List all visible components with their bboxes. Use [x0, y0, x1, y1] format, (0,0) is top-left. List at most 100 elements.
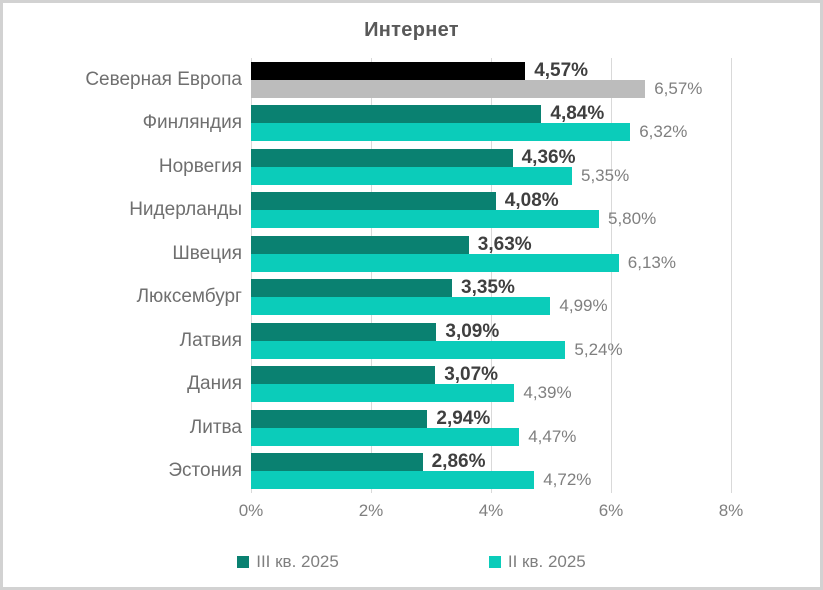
bar-series-1 — [251, 235, 469, 254]
bar-value-label: 4,72% — [543, 470, 592, 490]
category-label: Швеция — [172, 242, 242, 264]
bar-series-1 — [251, 453, 423, 472]
bar-value-label: 5,35% — [581, 165, 630, 185]
gridline — [491, 58, 492, 493]
bar-value-label: 4,36% — [521, 146, 576, 168]
legend: III кв. 2025 II кв. 2025 — [3, 552, 820, 572]
bar-line: 4,99% — [251, 296, 731, 316]
bar-value-label: 4,47% — [528, 426, 577, 446]
x-axis-tick: 8% — [718, 501, 744, 520]
bar-series-1 — [251, 279, 452, 298]
legend-marker-icon — [237, 556, 250, 568]
bar-value-label: 5,24% — [574, 339, 623, 359]
category-row: 4,57% 6,57% — [251, 58, 731, 102]
category-axis: Северная Европа Финляндия Норвегия Нидерлан… — [3, 58, 251, 493]
bar-series-2 — [251, 427, 520, 446]
category-label: Норвегия — [158, 155, 242, 177]
bar-line: 4,72% — [251, 470, 731, 490]
bar-line: 6,57% — [251, 78, 731, 98]
bar-series-1 — [251, 409, 428, 428]
category-row: 3,09% 5,24% — [251, 319, 731, 363]
legend-label: II кв. 2025 — [507, 552, 586, 571]
bar-series-1 — [251, 61, 526, 80]
bar-line: 5,80% — [251, 210, 731, 229]
gridline — [371, 58, 372, 493]
category-row: 2,86% 4,72% — [251, 450, 731, 494]
bar-series-1 — [251, 366, 436, 385]
bar-value-label: 4,08% — [504, 190, 559, 212]
bar-value-label: 3,63% — [477, 233, 532, 255]
x-axis-tick: 0% — [238, 501, 264, 520]
bar-line: 4,57% — [251, 59, 731, 81]
legend-item: II кв. 2025 — [488, 552, 586, 572]
category-label: Люксембург — [136, 286, 242, 308]
bar-value-label: 3,07% — [444, 364, 499, 386]
bar-value-label: 4,39% — [523, 383, 572, 403]
category-row: 2,94% 4,47% — [251, 406, 731, 450]
bar-value-label: 6,32% — [639, 122, 688, 142]
bar-line: 3,07% — [251, 364, 731, 386]
category-label: Литва — [189, 416, 242, 438]
gridline — [611, 58, 612, 493]
bar-line: 4,47% — [251, 426, 731, 446]
legend-marker-icon — [488, 556, 501, 568]
bar-series-2 — [251, 210, 599, 229]
plot-wrap: Северная Европа Финляндия Норвегия Нидерлан… — [3, 58, 732, 493]
x-axis-tick: 2% — [358, 501, 384, 520]
legend-label: III кв. 2025 — [256, 552, 339, 571]
gridline — [731, 58, 732, 493]
bar-value-label: 4,84% — [550, 103, 605, 125]
bar-rows: 4,57% 6,57% 4,84% 6,32% 4,36% 5,35% 4,08% 5,80%… — [251, 58, 731, 493]
category-label: Эстония — [168, 460, 242, 482]
bar-series-2 — [251, 123, 631, 142]
bar-line: 2,86% — [251, 452, 731, 472]
bar-line: 6,32% — [251, 122, 731, 142]
gridline — [251, 58, 252, 493]
bar-series-2 — [251, 166, 572, 185]
category-label: Дания — [187, 373, 242, 395]
category-label: Латвия — [179, 329, 242, 351]
bar-series-2 — [251, 471, 535, 490]
bar-value-label: 4,99% — [559, 296, 608, 316]
bar-series-1 — [251, 105, 542, 124]
bar-line: 4,36% — [251, 146, 731, 168]
bar-series-2 — [251, 340, 566, 359]
legend-item: III кв. 2025 — [237, 552, 339, 572]
bar-line: 6,13% — [251, 252, 731, 272]
x-axis: 0% 2% 4% 6% 8% — [239, 501, 744, 521]
category-row: 4,36% 5,35% — [251, 145, 731, 189]
category-label: Нидерланды — [129, 199, 242, 221]
bar-line: 5,24% — [251, 339, 731, 359]
bar-value-label: 6,13% — [627, 252, 676, 272]
chart-title: Интернет — [364, 19, 459, 41]
bar-value-label: 6,57% — [654, 78, 703, 98]
bar-line: 4,84% — [251, 103, 731, 125]
bar-value-label: 3,09% — [445, 320, 500, 342]
bar-line: 4,39% — [251, 383, 731, 403]
bar-line: 3,63% — [251, 233, 731, 255]
bar-series-1 — [251, 192, 496, 211]
category-label: Северная Европа — [85, 68, 242, 90]
category-row: 4,84% 6,32% — [251, 102, 731, 146]
category-label: Финляндия — [142, 112, 242, 134]
bar-line: 5,35% — [251, 165, 731, 185]
bar-line: 3,09% — [251, 320, 731, 342]
bar-line: 3,35% — [251, 277, 731, 299]
x-axis-tick: 4% — [478, 501, 504, 520]
bar-value-label: 3,35% — [461, 277, 515, 299]
bar-line: 2,94% — [251, 407, 731, 429]
bar-value-label: 2,94% — [436, 407, 491, 429]
bar-series-2 — [251, 297, 551, 316]
category-row: 3,63% 6,13% — [251, 232, 731, 276]
bar-value-label: 4,57% — [534, 59, 589, 81]
bar-series-2 — [251, 79, 646, 98]
bar-series-2 — [251, 384, 515, 403]
bar-series-1 — [251, 148, 513, 167]
category-row: 4,08% 5,80% — [251, 189, 731, 233]
x-axis-tick: 6% — [598, 501, 624, 520]
bar-series-2 — [251, 253, 619, 272]
category-row: 3,35% 4,99% — [251, 276, 731, 320]
bar-line: 4,08% — [251, 190, 731, 212]
bar-series-1 — [251, 322, 437, 341]
